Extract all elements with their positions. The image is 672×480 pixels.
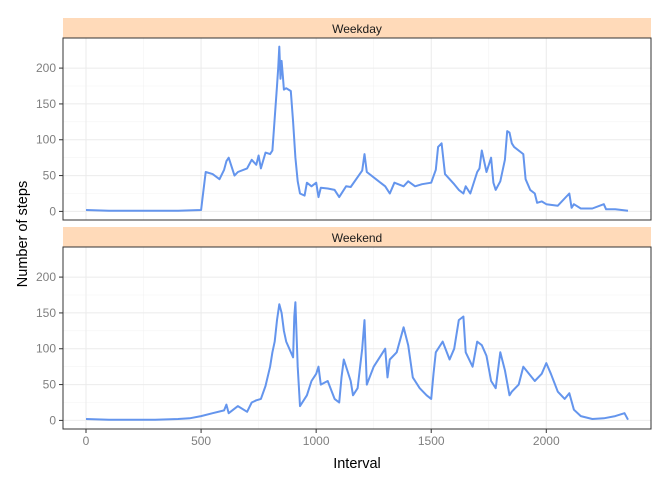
top-panel-grid (63, 38, 651, 220)
x-tick-label: 500 (191, 434, 211, 448)
y-axis-ticks: 0 50 100 150 200 0 50 100 150 200 (36, 61, 63, 427)
top-panel-strip-label: Weekday (332, 22, 382, 36)
y-tick-label: 100 (36, 133, 56, 147)
y-tick-label: 200 (36, 61, 56, 75)
x-axis-title: Interval (333, 456, 381, 472)
x-tick-label: 1000 (303, 434, 330, 448)
weekday-series-line (85, 45, 629, 212)
y-tick-label: 0 (49, 204, 56, 218)
bottom-panel-border (62, 246, 652, 430)
x-tick-label: 0 (83, 434, 90, 448)
bottom-panel-grid (63, 247, 651, 429)
bottom-panel-strip (63, 227, 651, 247)
y-axis-title: Number of steps (15, 181, 31, 287)
y-tick-label: 0 (49, 413, 56, 427)
y-tick-label: 50 (43, 378, 57, 392)
y-tick-label: 150 (36, 97, 56, 111)
x-tick-label: 2000 (533, 434, 560, 448)
top-panel: Weekday (62, 18, 652, 221)
top-panel-strip (63, 18, 651, 38)
weekend-series-line (85, 301, 629, 421)
x-axis-ticks: 0 500 1000 1500 2000 (83, 429, 560, 448)
y-tick-label: 150 (36, 306, 56, 320)
y-tick-label: 50 (43, 169, 57, 183)
y-tick-label: 100 (36, 342, 56, 356)
top-panel-border (62, 37, 652, 221)
x-tick-label: 1500 (418, 434, 445, 448)
bottom-panel-strip-label: Weekend (332, 231, 382, 245)
y-tick-label: 200 (36, 270, 56, 284)
bottom-panel: Weekend (62, 227, 652, 430)
